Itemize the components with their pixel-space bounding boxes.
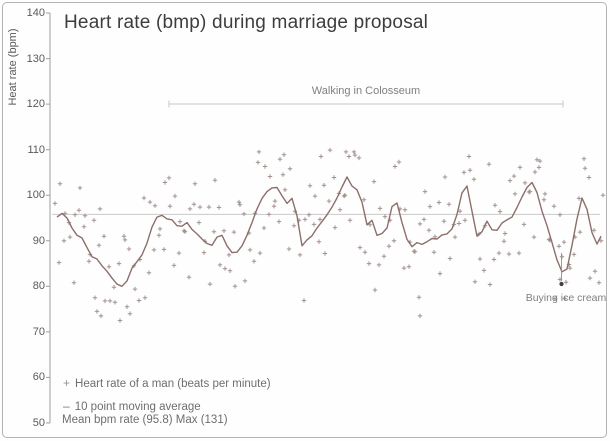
y-tick-70: 70 [32,326,45,338]
walking-range-bracket [168,100,564,108]
legend-stats-text: Mean bpm rate (95.8) Max (131) [62,414,228,426]
legend-line-label: 10 point moving average [74,401,201,413]
y-tick-80: 80 [32,280,45,292]
y-tick-60: 60 [32,371,45,383]
y-tick-120: 120 [26,98,45,110]
y-tick-50: 50 [32,417,45,429]
line-series-marker: – [63,399,70,413]
y-tick-100: 100 [26,189,45,201]
y-tick-90: 90 [32,235,45,247]
legend-entry-heart-rate: + Heart rate of a man (beats per minute) [63,376,271,390]
y-tick-130: 130 [26,53,45,65]
annotation-buying-ice-cream: Buying ice cream [525,292,607,304]
scatter-series-marker: + [63,376,71,390]
ice-cream-marker-dot [559,281,564,287]
y-tick-140: 140 [26,7,45,19]
annotation-walking-in-colosseum: Walking in Colosseum [311,85,421,97]
moving-average-line [56,176,602,287]
page-title: Heart rate (bmp) during marriage proposa… [64,12,429,33]
legend-entry-moving-average: –10 point moving average [63,399,201,413]
y-axis-line [46,12,51,424]
legend-scatter-label: Heart rate of a man (beats per minute) [75,378,271,390]
y-tick-110: 110 [27,144,45,156]
